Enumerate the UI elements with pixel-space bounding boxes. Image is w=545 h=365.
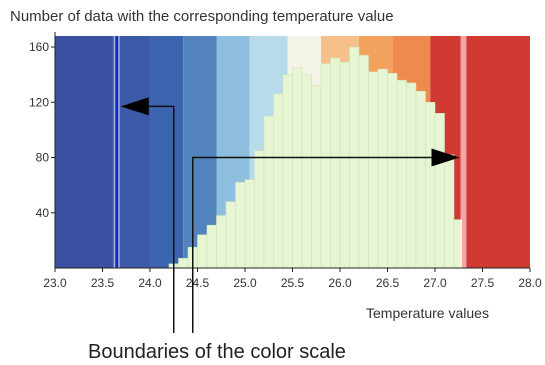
x-tick-label: 24.5: [186, 276, 210, 290]
histogram-bar: [311, 85, 322, 269]
histogram-bar: [235, 182, 246, 269]
x-tick-label: 27.5: [471, 276, 495, 290]
arrowhead-right: [431, 148, 460, 167]
x-tick-label: 23.0: [43, 276, 67, 290]
histogram-bar: [377, 68, 388, 269]
histogram-bar: [425, 101, 436, 269]
y-tick-label: 40: [36, 206, 50, 220]
arrowhead-left: [120, 97, 149, 116]
annotation-arrows: [120, 97, 460, 333]
histogram-bar: [292, 67, 303, 269]
histogram-bar: [301, 74, 312, 269]
histogram-bar: [273, 93, 284, 269]
histogram-bar: [178, 258, 189, 269]
histogram-bar: [387, 72, 398, 269]
x-tick-label: 25.0: [233, 276, 257, 290]
x-tick-label: 26.5: [376, 276, 400, 290]
annotation-caption: Boundaries of the color scale: [88, 341, 346, 363]
y-tick-label: 80: [36, 151, 50, 165]
color-band-0: [55, 36, 112, 268]
y-tick-label: 160: [29, 40, 49, 54]
axes: 23.0 23.5 24.0 24.5 25.0 25.5 26.0 26.5 27.0 27.5…: [29, 32, 542, 290]
histogram-bar: [434, 113, 445, 269]
color-scale-boundaries: [113, 36, 467, 268]
chart-title: Number of data with the corresponding te…: [10, 8, 394, 25]
x-axis-label: Temperature values: [366, 305, 489, 321]
histogram-bar: [206, 224, 217, 269]
histogram-bar: [330, 57, 341, 269]
color-band-2: [150, 36, 184, 268]
histogram-bar: [339, 61, 350, 269]
histogram-bar: [406, 82, 417, 269]
histogram-bar: [415, 90, 426, 269]
x-tick-label: 24.0: [138, 276, 162, 290]
x-tick-label: 25.5: [281, 276, 305, 290]
x-tick-label: 27.0: [423, 276, 447, 290]
x-tick-label: 23.5: [91, 276, 115, 290]
histogram-bar: [444, 154, 455, 269]
histogram-bar: [244, 179, 255, 269]
histogram-bar: [368, 71, 379, 269]
x-tick-label: 28.0: [518, 276, 542, 290]
histogram-bar: [254, 150, 265, 269]
y-tick-label: 120: [29, 95, 49, 109]
histogram-bar: [225, 201, 236, 269]
histogram-bar: [282, 74, 293, 269]
histogram-bar: [216, 215, 227, 269]
histogram-bar: [358, 55, 369, 269]
histogram-bar: [263, 115, 274, 269]
histogram-bar: [396, 79, 407, 269]
histogram-bar: [320, 63, 331, 269]
histogram-bar: [197, 234, 208, 269]
leader-line-right: [192, 156, 448, 333]
x-tick-label: 26.0: [328, 276, 352, 290]
